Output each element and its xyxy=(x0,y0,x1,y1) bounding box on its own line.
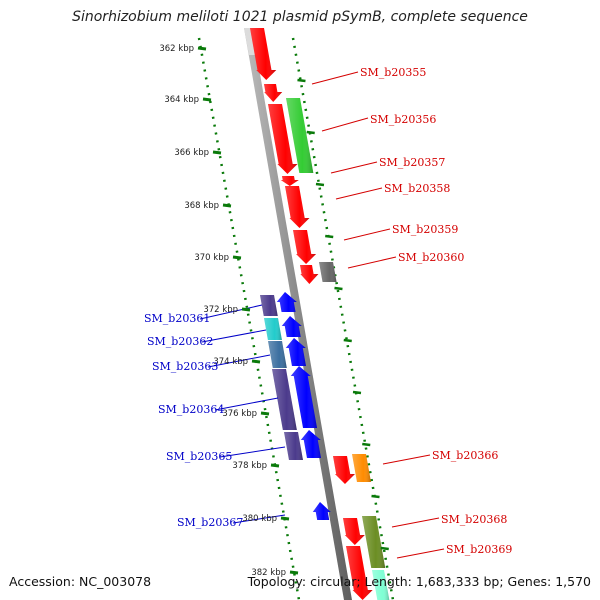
tick-mark xyxy=(222,203,232,208)
gene-feature-purple-shading xyxy=(284,432,303,460)
tick-label: 370 kbp xyxy=(194,253,229,263)
gene-feature-reverse-shading xyxy=(276,292,297,312)
label-leader-line xyxy=(335,187,383,200)
gene-label[interactable]: SM_b20366 xyxy=(432,449,498,462)
label-leader-line xyxy=(330,161,378,174)
tick-label: 368 kbp xyxy=(184,201,219,211)
tick-mark xyxy=(352,390,362,395)
label-leader-line xyxy=(201,329,267,343)
tick-mark xyxy=(371,494,380,499)
tick-mark xyxy=(315,182,325,187)
tick-label: 378 kbp xyxy=(232,461,267,471)
tick-mark xyxy=(212,150,222,155)
gene-label[interactable]: SM_b20369 xyxy=(446,543,512,556)
tick-mark xyxy=(325,234,334,239)
gene-label[interactable]: SM_b20365 xyxy=(166,450,232,463)
gene-label[interactable]: SM_b20356 xyxy=(370,113,436,126)
tick-label: 364 kbp xyxy=(164,95,199,105)
gene-feature-steelblue-shading xyxy=(268,341,287,368)
tick-mark xyxy=(334,286,343,291)
gene-label[interactable]: SM_b20361 xyxy=(144,312,210,325)
gene-feature-aqua-shading xyxy=(372,570,390,600)
gene-feature-reverse-shading xyxy=(312,502,331,520)
gene-feature-forward-shading xyxy=(285,186,310,228)
tick-mark xyxy=(251,359,261,364)
gene-label[interactable]: SM_b20363 xyxy=(152,360,218,373)
gene-feature-purple-shading xyxy=(272,369,297,430)
tick-marks: 362 kbp 364 kbp 366 kbp 368 kbp 370 kbp 372 k… xyxy=(159,44,389,578)
gene-feature-forward-shading xyxy=(293,230,317,264)
backbone xyxy=(244,28,352,600)
gene-feature-green-shading xyxy=(286,98,314,173)
gene-label[interactable]: SM_b20357 xyxy=(379,156,445,169)
label-leader-line xyxy=(199,304,263,320)
label-leader-line xyxy=(321,117,369,132)
label-leader-line xyxy=(311,71,359,85)
tick-label: 382 kbp xyxy=(251,568,286,578)
gene-feature-cyan-shading xyxy=(264,318,282,340)
tick-mark xyxy=(297,78,306,83)
tick-label: 374 kbp xyxy=(213,357,248,367)
gene-features xyxy=(250,28,390,600)
tick-mark xyxy=(241,307,251,312)
label-leader-line xyxy=(343,228,391,241)
tick-mark xyxy=(362,442,371,447)
gene-label[interactable]: SM_b20355 xyxy=(360,66,426,79)
label-leaders xyxy=(199,71,445,559)
label-leader-line xyxy=(214,397,279,411)
gene-feature-forward-shading xyxy=(268,104,298,174)
gene-feature-forward-shading xyxy=(346,546,373,600)
tick-mark xyxy=(202,97,212,102)
gene-feature-forward-shading xyxy=(333,456,355,484)
gene-feature-gray-shading xyxy=(319,262,337,282)
label-leader-line xyxy=(347,256,397,269)
gene-feature-olive-shading xyxy=(362,516,386,568)
gene-feature-purple-shading xyxy=(260,295,278,316)
tick-mark xyxy=(380,546,389,551)
gene-feature-forward-shading xyxy=(264,84,283,102)
tick-mark xyxy=(280,516,290,521)
tick-label: 366 kbp xyxy=(174,148,209,158)
tick-label: 372 kbp xyxy=(203,305,238,315)
label-leader-line xyxy=(396,548,445,559)
label-leader-line xyxy=(382,454,431,465)
gene-label[interactable]: SM_b20358 xyxy=(384,182,450,195)
topology-summary: Topology: circular; Length: 1,683,333 bp… xyxy=(247,574,591,589)
gene-feature-reverse-shading xyxy=(300,430,321,458)
gene-label[interactable]: SM_b20364 xyxy=(158,403,224,416)
tick-label: 380 kbp xyxy=(242,514,277,524)
tick-mark xyxy=(343,338,352,343)
gene-feature-reverse-shading xyxy=(281,316,302,337)
gene-label[interactable]: SM_b20359 xyxy=(392,223,458,236)
tick-mark xyxy=(260,411,270,416)
gene-feature-reverse-shading xyxy=(285,338,306,366)
tick-label: 362 kbp xyxy=(159,44,194,54)
tick-label: 376 kbp xyxy=(222,409,257,419)
gene-feature-forward-shading xyxy=(280,176,299,186)
gene-label[interactable]: SM_b20360 xyxy=(398,251,464,264)
accession-label: Accession: NC_003078 xyxy=(9,574,152,589)
label-leader-line xyxy=(232,514,286,524)
tick-mark xyxy=(289,570,299,575)
gene-feature-forward-shading xyxy=(343,518,365,545)
gene-label[interactable]: SM_b20367 xyxy=(177,516,243,529)
tick-mark xyxy=(306,130,315,135)
label-leader-line xyxy=(207,354,271,368)
gene-label[interactable]: SM_b20362 xyxy=(147,335,213,348)
tick-mark xyxy=(197,46,207,51)
label-leader-line xyxy=(391,517,440,528)
gene-feature-orange-shading xyxy=(352,454,371,482)
gene-feature-forward-shading xyxy=(250,28,277,80)
label-leader-line xyxy=(219,446,286,458)
tick-mark xyxy=(270,463,280,468)
gene-feature-forward-shading xyxy=(300,265,319,284)
tick-mark xyxy=(232,255,242,260)
gene-feature-reverse-shading xyxy=(290,366,318,428)
gene-label[interactable]: SM_b20368 xyxy=(441,513,507,526)
map-title: Sinorhizobium meliloti 1021 plasmid pSym… xyxy=(72,9,528,25)
